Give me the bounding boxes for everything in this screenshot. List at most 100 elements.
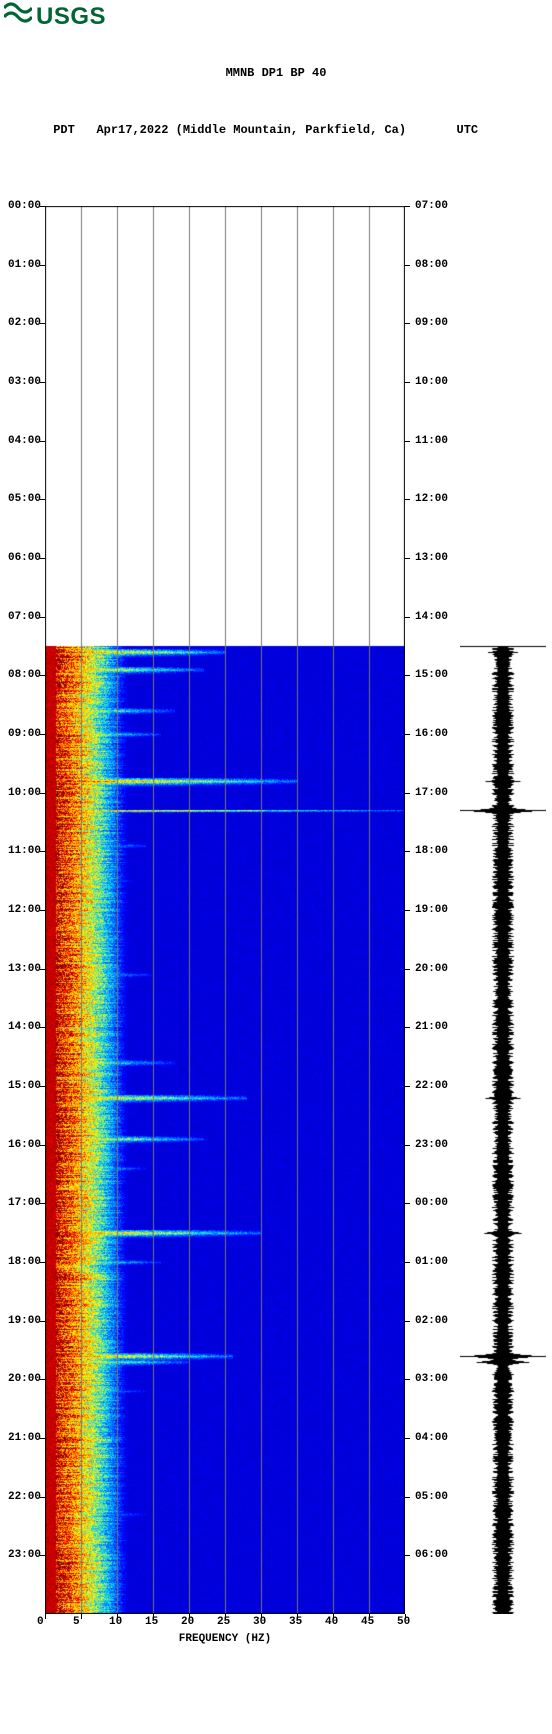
ytick-right: 08:00 xyxy=(415,259,448,271)
xtick: 35 xyxy=(289,1616,302,1628)
ytick-right: 02:00 xyxy=(415,1315,448,1327)
xtick: 10 xyxy=(109,1616,122,1628)
ytick-left: 11:00 xyxy=(8,845,41,857)
ytick-left: 10:00 xyxy=(8,787,41,799)
xtick-mark xyxy=(261,1614,262,1619)
xtick: 0 xyxy=(37,1616,44,1628)
ytick-right-mark xyxy=(405,499,410,500)
ytick-left: 14:00 xyxy=(8,1021,41,1033)
spectrogram-canvas xyxy=(45,206,405,1614)
tz-right-label: UTC xyxy=(457,123,479,137)
ytick-right: 23:00 xyxy=(415,1139,448,1151)
xtick-mark xyxy=(405,1614,406,1619)
ytick-left: 19:00 xyxy=(8,1315,41,1327)
xtick-mark xyxy=(45,1614,46,1619)
xtick-mark xyxy=(225,1614,226,1619)
ytick-right-mark xyxy=(405,851,410,852)
ytick-right: 14:00 xyxy=(415,611,448,623)
ytick-left: 18:00 xyxy=(8,1256,41,1268)
ytick-left: 01:00 xyxy=(8,259,41,271)
ytick-left: 03:00 xyxy=(8,376,41,388)
plot-area: 00:00 01:00 02:00 03:00 04:00 05:00 06:00 07:00… xyxy=(0,181,552,1734)
ytick-right: 21:00 xyxy=(415,1021,448,1033)
xtick: 5 xyxy=(73,1616,80,1628)
ytick-left: 02:00 xyxy=(8,317,41,329)
ytick-left: 17:00 xyxy=(8,1197,41,1209)
ytick-right-mark xyxy=(405,1438,410,1439)
ytick-left: 15:00 xyxy=(8,1080,41,1092)
header-block: MMNB DP1 BP 40 PDT Apr17,2022 (Middle Mo… xyxy=(0,31,552,181)
ytick-right: 00:00 xyxy=(415,1197,448,1209)
xtick: 45 xyxy=(361,1616,374,1628)
xtick: 50 xyxy=(397,1616,410,1628)
ytick-right: 16:00 xyxy=(415,728,448,740)
ytick-left: 22:00 xyxy=(8,1491,41,1503)
ytick-right-mark xyxy=(405,1145,410,1146)
ytick-left: 08:00 xyxy=(8,669,41,681)
plot-subtitle: PDT Apr17,2022 (Middle Mountain, Parkfie… xyxy=(0,109,552,152)
xtick-mark xyxy=(81,1614,82,1619)
ytick-left: 13:00 xyxy=(8,963,41,975)
xtick-mark xyxy=(333,1614,334,1619)
ytick-right-mark xyxy=(405,206,410,207)
ytick-right-mark xyxy=(405,382,410,383)
ytick-left: 12:00 xyxy=(8,904,41,916)
xtick: 30 xyxy=(253,1616,266,1628)
usgs-logo: USGS xyxy=(0,0,552,31)
xtick-mark xyxy=(153,1614,154,1619)
ytick-right: 01:00 xyxy=(415,1256,448,1268)
ytick-right: 05:00 xyxy=(415,1491,448,1503)
xtick: 15 xyxy=(145,1616,158,1628)
xtick-mark xyxy=(117,1614,118,1619)
ytick-right: 20:00 xyxy=(415,963,448,975)
xtick-mark xyxy=(297,1614,298,1619)
usgs-waves-icon xyxy=(4,2,32,31)
xtick-mark xyxy=(189,1614,190,1619)
ytick-right-mark xyxy=(405,675,410,676)
ytick-left: 23:00 xyxy=(8,1549,41,1561)
ytick-right-mark xyxy=(405,1262,410,1263)
ytick-right: 15:00 xyxy=(415,669,448,681)
ytick-right: 10:00 xyxy=(415,376,448,388)
date-station-label: Apr17,2022 (Middle Mountain, Parkfield, … xyxy=(96,123,406,137)
ytick-right: 18:00 xyxy=(415,845,448,857)
ytick-right-mark xyxy=(405,617,410,618)
ytick-left: 09:00 xyxy=(8,728,41,740)
ytick-right-mark xyxy=(405,441,410,442)
ytick-right: 11:00 xyxy=(415,435,448,447)
ytick-right-mark xyxy=(405,1027,410,1028)
ytick-left: 16:00 xyxy=(8,1139,41,1151)
ytick-right-mark xyxy=(405,734,410,735)
ytick-right: 17:00 xyxy=(415,787,448,799)
ytick-right-mark xyxy=(405,1555,410,1556)
ytick-right-mark xyxy=(405,793,410,794)
page-root: USGS MMNB DP1 BP 40 PDT Apr17,2022 (Midd… xyxy=(0,0,552,1734)
ytick-right-mark xyxy=(405,1086,410,1087)
ytick-right-mark xyxy=(405,323,410,324)
ytick-right: 22:00 xyxy=(415,1080,448,1092)
ytick-right-mark xyxy=(405,265,410,266)
plot-title: MMNB DP1 BP 40 xyxy=(0,60,552,80)
ytick-left: 06:00 xyxy=(8,552,41,564)
ytick-left: 00:00 xyxy=(8,200,41,212)
xaxis-label: FREQUENCY (HZ) xyxy=(45,1633,405,1645)
ytick-left: 04:00 xyxy=(8,435,41,447)
ytick-right: 06:00 xyxy=(415,1549,448,1561)
ytick-right: 12:00 xyxy=(415,493,448,505)
ytick-left: 20:00 xyxy=(8,1373,41,1385)
ytick-left: 21:00 xyxy=(8,1432,41,1444)
ytick-right: 09:00 xyxy=(415,317,448,329)
ytick-right-mark xyxy=(405,1203,410,1204)
ytick-left: 07:00 xyxy=(8,611,41,623)
ytick-right-mark xyxy=(405,910,410,911)
ytick-right-mark xyxy=(405,1321,410,1322)
usgs-logo-text: USGS xyxy=(36,3,106,31)
ytick-right: 07:00 xyxy=(415,200,448,212)
xtick: 25 xyxy=(217,1616,230,1628)
xtick: 20 xyxy=(181,1616,194,1628)
ytick-right: 13:00 xyxy=(415,552,448,564)
seismogram-canvas xyxy=(460,206,546,1614)
xtick: 40 xyxy=(325,1616,338,1628)
ytick-right-mark xyxy=(405,969,410,970)
ytick-right: 04:00 xyxy=(415,1432,448,1444)
